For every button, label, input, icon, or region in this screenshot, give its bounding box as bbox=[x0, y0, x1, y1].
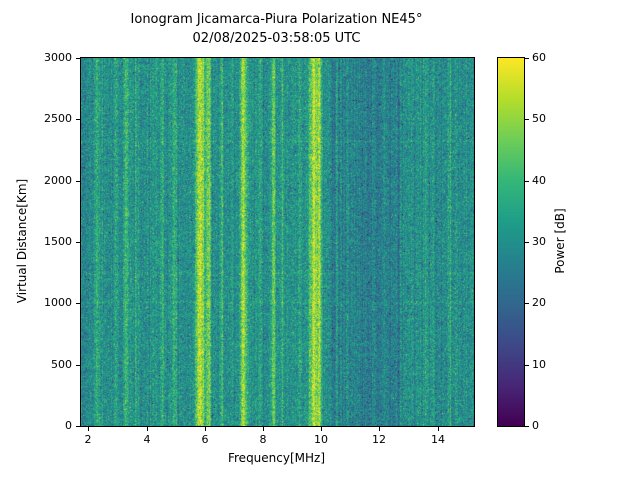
x-tick-mark bbox=[87, 427, 89, 431]
y-tick-label: 500 bbox=[51, 358, 72, 371]
x-tick-label: 12 bbox=[372, 433, 386, 446]
x-tick-label: 10 bbox=[314, 433, 328, 446]
colorbar-tick-label: 50 bbox=[532, 112, 546, 125]
colorbar-tick-label: 0 bbox=[532, 419, 539, 432]
colorbar-tick-label: 10 bbox=[532, 358, 546, 371]
y-tick-label: 0 bbox=[65, 419, 72, 432]
colorbar-gradient-canvas bbox=[498, 58, 524, 426]
colorbar-tick-mark bbox=[525, 57, 529, 59]
x-tick-mark bbox=[378, 427, 380, 431]
colorbar-tick-mark bbox=[525, 364, 529, 366]
y-tick-label: 1500 bbox=[44, 235, 72, 248]
y-tick-label: 3000 bbox=[44, 51, 72, 64]
plot-area bbox=[80, 57, 475, 427]
x-tick-mark bbox=[437, 427, 439, 431]
colorbar-tick-label: 60 bbox=[532, 51, 546, 64]
y-tick-mark bbox=[76, 364, 80, 366]
y-tick-label: 1000 bbox=[44, 296, 72, 309]
colorbar-tick-label: 40 bbox=[532, 174, 546, 187]
x-axis-label: Frequency[MHz] bbox=[227, 451, 326, 465]
y-tick-mark bbox=[76, 57, 80, 59]
ionogram-heatmap-canvas bbox=[81, 58, 474, 426]
x-tick-mark bbox=[262, 427, 264, 431]
x-tick-mark bbox=[146, 427, 148, 431]
y-tick-label: 2000 bbox=[44, 174, 72, 187]
colorbar-tick-mark bbox=[525, 302, 529, 304]
colorbar-tick-label: 20 bbox=[532, 296, 546, 309]
colorbar-tick-mark bbox=[525, 180, 529, 182]
colorbar-label: Power [dB] bbox=[553, 208, 567, 274]
y-tick-mark bbox=[76, 118, 80, 120]
x-tick-mark bbox=[320, 427, 322, 431]
x-tick-label: 6 bbox=[201, 433, 209, 446]
y-tick-mark bbox=[76, 302, 80, 304]
y-axis-label: Virtual Distance[Km] bbox=[15, 178, 29, 304]
chart-title: Ionogram Jicamarca-Piura Polarization NE… bbox=[130, 12, 423, 27]
y-tick-label: 2500 bbox=[44, 112, 72, 125]
chart-subtitle: 02/08/2025-03:58:05 UTC bbox=[192, 31, 361, 46]
colorbar-tick-mark bbox=[525, 425, 529, 427]
x-tick-mark bbox=[204, 427, 206, 431]
colorbar-tick-label: 30 bbox=[532, 235, 546, 248]
colorbar-tick-mark bbox=[525, 241, 529, 243]
colorbar bbox=[497, 57, 525, 427]
x-tick-label: 14 bbox=[431, 433, 445, 446]
y-tick-mark bbox=[76, 241, 80, 243]
colorbar-tick-mark bbox=[525, 118, 529, 120]
y-tick-mark bbox=[76, 180, 80, 182]
x-tick-label: 4 bbox=[143, 433, 151, 446]
x-tick-label: 8 bbox=[259, 433, 267, 446]
x-tick-label: 2 bbox=[84, 433, 92, 446]
y-tick-mark bbox=[76, 425, 80, 427]
